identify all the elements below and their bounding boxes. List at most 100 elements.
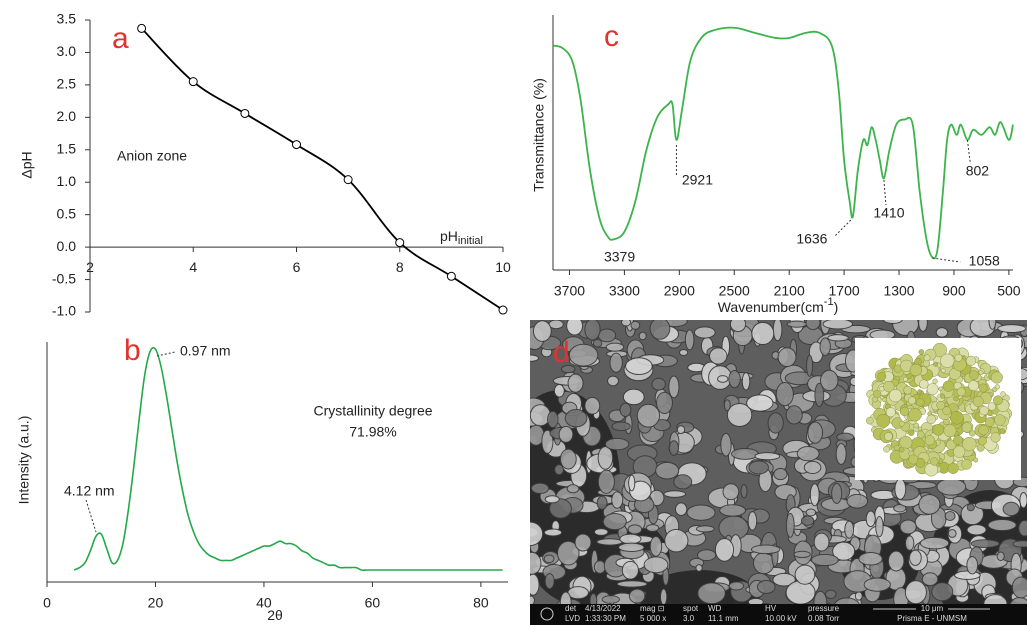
inset-pellet xyxy=(962,436,977,452)
logo xyxy=(540,607,554,621)
sem-grain xyxy=(754,452,781,461)
y-tick-label: -0.5 xyxy=(52,270,76,286)
sem-grain xyxy=(752,552,775,575)
y-tick-label: 0.0 xyxy=(57,238,77,254)
inset-pellet xyxy=(893,444,900,451)
inset-pellet xyxy=(987,402,996,411)
sem-grain xyxy=(719,504,747,517)
sem-image xyxy=(530,320,1027,625)
sem-grain xyxy=(894,478,907,500)
inset-pellet xyxy=(884,432,893,441)
annotation: 71.98% xyxy=(349,424,396,440)
inset-pellet xyxy=(926,383,939,396)
inset-pellet xyxy=(994,414,1006,426)
y-tick-label: 2.0 xyxy=(57,108,77,124)
data-marker xyxy=(395,238,405,248)
inset-pellet xyxy=(866,416,874,425)
inset-pellet xyxy=(913,422,920,429)
sem-grain xyxy=(819,337,831,357)
annotation: 4.12 nm xyxy=(64,483,115,499)
sem-grain xyxy=(547,410,559,429)
sem-grain xyxy=(960,503,984,526)
sem-grain xyxy=(810,553,839,567)
inset-pellet xyxy=(965,355,976,366)
info-field: LVD xyxy=(565,614,580,623)
sem-grain xyxy=(616,580,648,588)
sem-grain xyxy=(997,324,1027,333)
inset-pellet xyxy=(953,445,966,458)
data-line xyxy=(73,346,503,571)
sem-grain xyxy=(805,508,817,517)
sem-grain xyxy=(597,328,617,343)
sem-grain xyxy=(865,510,876,528)
sem-grain xyxy=(854,591,863,601)
y-axis-title: Intensity (a.u.) xyxy=(16,416,32,505)
sem-grain xyxy=(566,484,580,494)
peak-label: 2921 xyxy=(682,172,713,188)
y-tick-label: 1.5 xyxy=(57,140,77,156)
inset-pellet xyxy=(883,380,895,393)
x-axis-title-sup: -1 xyxy=(824,296,834,308)
inset-pellet xyxy=(990,371,1003,384)
data-marker xyxy=(343,175,353,185)
sem-grain xyxy=(723,399,731,412)
sem-grain xyxy=(714,537,735,562)
x-tick-label: 2100 xyxy=(774,283,805,299)
inset-pellet xyxy=(936,400,946,410)
x-axis-title: 2θ xyxy=(267,607,283,623)
x-tick-label: 40 xyxy=(256,595,272,611)
sem-grain xyxy=(844,520,855,539)
sem-grain xyxy=(609,352,623,373)
inset-pellet xyxy=(953,435,964,446)
sem-grain xyxy=(966,556,979,575)
data-marker xyxy=(498,305,508,315)
sem-grain xyxy=(622,388,645,406)
sem-grain xyxy=(729,320,747,333)
sem-grain xyxy=(883,320,903,324)
sem-grain xyxy=(887,550,905,572)
sem-grain xyxy=(649,320,671,340)
sem-grain xyxy=(970,539,1000,549)
sem-grain xyxy=(621,560,639,580)
y-tick-label: 2.5 xyxy=(57,76,77,92)
data-marker xyxy=(137,23,147,33)
y-tick-label: 3.0 xyxy=(57,43,77,59)
inset-pellet xyxy=(907,429,915,436)
sem-grain xyxy=(786,320,808,328)
sem-grain xyxy=(794,564,816,585)
peak-label: 3379 xyxy=(604,249,635,265)
sem-grain xyxy=(919,536,950,550)
sem-grain xyxy=(756,580,776,594)
sem-grain xyxy=(918,320,928,332)
sem-grain xyxy=(611,421,631,432)
sem-grain xyxy=(720,432,732,457)
sem-grain xyxy=(863,577,891,592)
sem-grain xyxy=(601,595,620,604)
x-tick-label: 2900 xyxy=(664,283,695,299)
sem-grain xyxy=(909,549,922,566)
sem-grain xyxy=(530,551,542,575)
sem-grain xyxy=(1002,501,1020,517)
y-axis-title: ΔpH xyxy=(19,151,35,178)
sem-grain xyxy=(931,582,954,602)
sem-grain xyxy=(775,381,794,407)
sem-grain xyxy=(597,445,614,470)
inset-pellet xyxy=(978,370,984,375)
sem-grain xyxy=(944,510,956,522)
peak-label: 1058 xyxy=(969,253,1000,269)
inset-pellet xyxy=(940,353,955,368)
inset-pellet xyxy=(930,457,939,466)
sem-grain xyxy=(793,550,811,559)
info-field: 1:33:30 PM xyxy=(585,614,626,623)
peak-label: 802 xyxy=(966,163,990,179)
sem-grain xyxy=(726,402,753,427)
sem-grain xyxy=(772,320,783,342)
sem-grain xyxy=(935,327,949,338)
sem-grain xyxy=(740,484,748,499)
inset-pellet xyxy=(979,405,989,416)
y-tick-label: 3.5 xyxy=(57,11,77,27)
inset-pellet xyxy=(969,370,979,380)
inset-pellet xyxy=(961,459,972,470)
inset-pellet xyxy=(938,386,944,392)
inset-pellet xyxy=(954,353,963,362)
